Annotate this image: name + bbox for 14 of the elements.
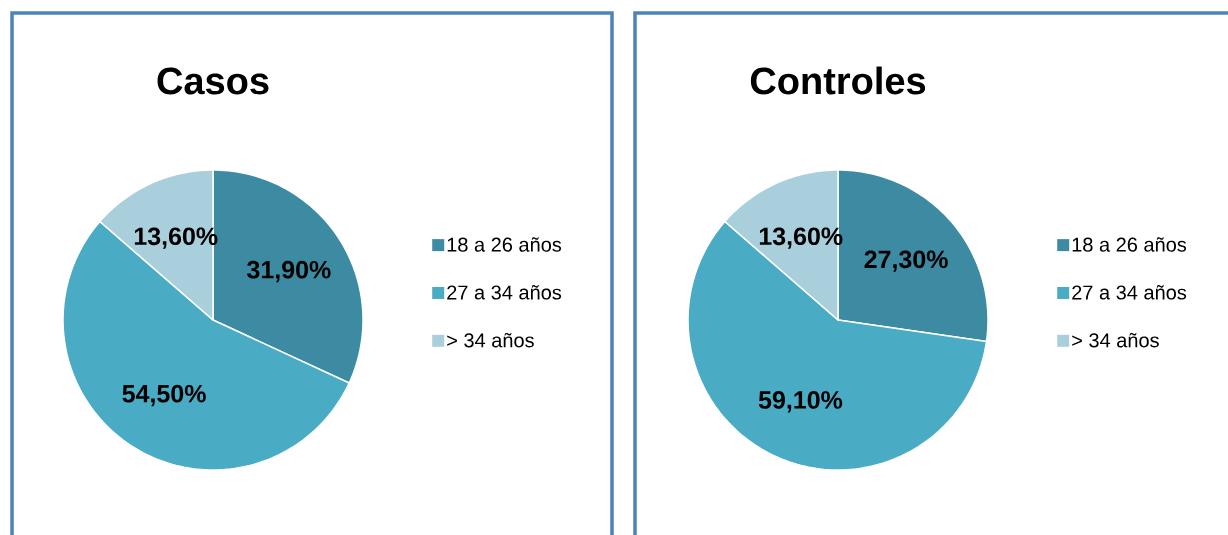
- legend-label: > 34 años: [447, 332, 534, 348]
- data-label: 31,90%: [247, 260, 331, 283]
- chart-title: Controles: [750, 66, 926, 95]
- data-label: 59,10%: [758, 391, 843, 413]
- legend-label: 18 a 26 años: [447, 237, 562, 252]
- chart-title: Casos: [157, 67, 269, 95]
- data-label: 27,30%: [864, 250, 948, 272]
- legend-label: > 34 años: [1072, 332, 1159, 348]
- data-label: 54,50%: [122, 384, 206, 407]
- legend-label: 18 a 26 años: [1072, 237, 1187, 252]
- legend-label: 27 a 34 años: [1072, 285, 1187, 300]
- data-label: 13,60%: [759, 227, 843, 249]
- legend-label: 27 a 34 años: [447, 285, 562, 300]
- data-label: 13,60%: [134, 227, 218, 249]
